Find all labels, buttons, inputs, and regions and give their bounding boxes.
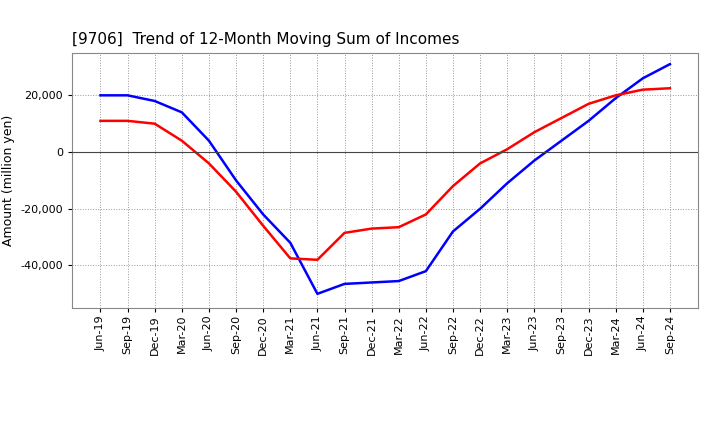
- Net Income: [530, 129, 539, 135]
- Ordinary Income: [178, 110, 186, 115]
- Ordinary Income: [476, 206, 485, 211]
- Ordinary Income: [421, 268, 430, 274]
- Ordinary Income: [557, 138, 566, 143]
- Ordinary Income: [286, 240, 294, 246]
- Ordinary Income: [96, 93, 105, 98]
- Net Income: [313, 257, 322, 262]
- Net Income: [557, 115, 566, 121]
- Net Income: [611, 93, 620, 98]
- Ordinary Income: [584, 118, 593, 124]
- Ordinary Income: [530, 158, 539, 163]
- Net Income: [476, 161, 485, 166]
- Ordinary Income: [639, 76, 647, 81]
- Ordinary Income: [313, 291, 322, 297]
- Net Income: [259, 223, 268, 228]
- Text: [9706]  Trend of 12-Month Moving Sum of Incomes: [9706] Trend of 12-Month Moving Sum of I…: [72, 33, 459, 48]
- Net Income: [639, 87, 647, 92]
- Ordinary Income: [341, 281, 349, 286]
- Net Income: [286, 256, 294, 261]
- Net Income: [232, 189, 240, 194]
- Y-axis label: Amount (million yen): Amount (million yen): [1, 115, 15, 246]
- Net Income: [584, 101, 593, 106]
- Ordinary Income: [449, 229, 457, 234]
- Net Income: [341, 230, 349, 235]
- Ordinary Income: [503, 180, 511, 186]
- Net Income: [123, 118, 132, 124]
- Line: Ordinary Income: Ordinary Income: [101, 64, 670, 294]
- Ordinary Income: [259, 212, 268, 217]
- Ordinary Income: [665, 62, 674, 67]
- Ordinary Income: [232, 178, 240, 183]
- Net Income: [367, 226, 376, 231]
- Ordinary Income: [123, 93, 132, 98]
- Net Income: [421, 212, 430, 217]
- Ordinary Income: [204, 138, 213, 143]
- Ordinary Income: [367, 280, 376, 285]
- Ordinary Income: [611, 95, 620, 101]
- Net Income: [178, 138, 186, 143]
- Net Income: [503, 147, 511, 152]
- Line: Net Income: Net Income: [101, 88, 670, 260]
- Net Income: [395, 224, 403, 230]
- Net Income: [96, 118, 105, 124]
- Net Income: [665, 86, 674, 91]
- Net Income: [150, 121, 159, 126]
- Net Income: [204, 161, 213, 166]
- Ordinary Income: [395, 279, 403, 284]
- Ordinary Income: [150, 99, 159, 104]
- Net Income: [449, 183, 457, 189]
